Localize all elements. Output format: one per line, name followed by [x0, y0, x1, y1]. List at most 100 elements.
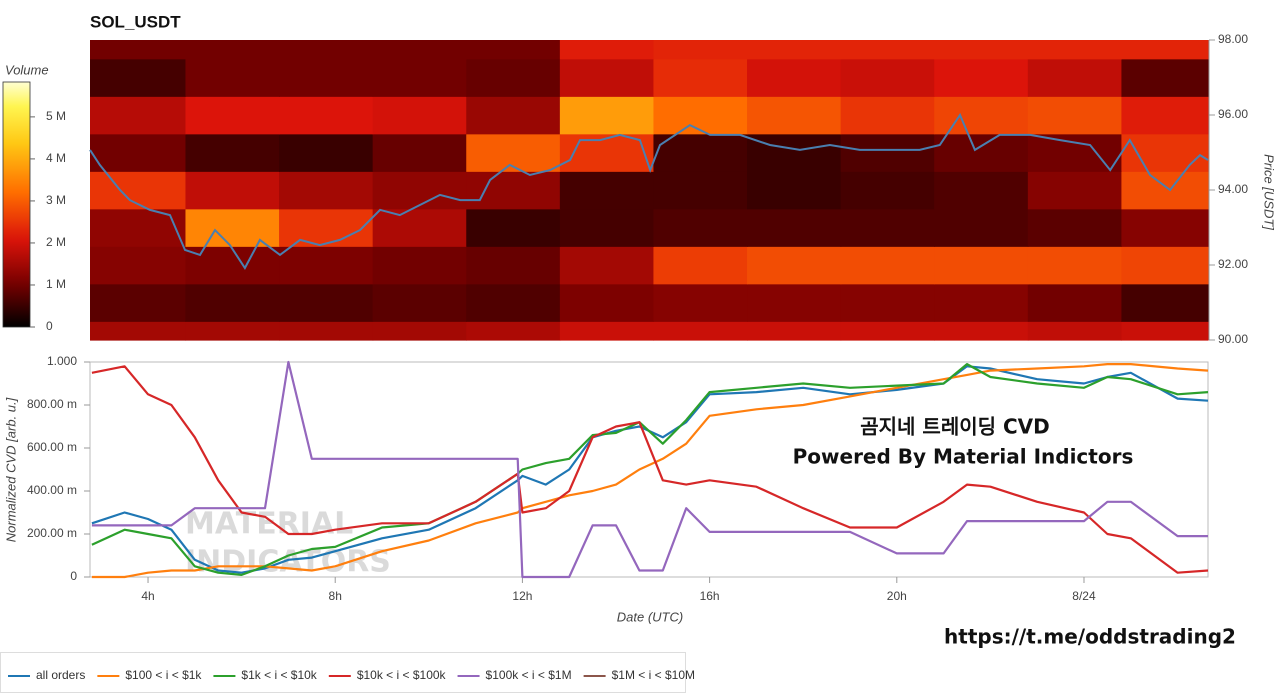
heatmap-cell — [1027, 283, 1123, 322]
y2-tick-label: 94.00 — [1218, 182, 1248, 196]
legend-label: all orders — [36, 668, 85, 682]
colorbar-tick-label: 3 M — [46, 193, 66, 207]
annotation: Powered By Material Indictors — [793, 445, 1134, 469]
heatmap-cell — [653, 96, 748, 135]
heatmap-cell — [372, 283, 467, 322]
heatmap-cell — [653, 58, 748, 97]
heatmap-cell — [466, 208, 561, 247]
heatmap-cell — [90, 40, 187, 60]
x-tick-label: 20h — [887, 589, 907, 603]
colorbar — [2, 81, 31, 328]
colorbar-tick-label: 0 — [46, 319, 53, 333]
heatmap-cell — [185, 96, 280, 135]
heatmap-cell — [372, 208, 467, 247]
heatmap-cell — [934, 58, 1029, 97]
y-tick-label: 0 — [70, 569, 77, 583]
heatmap-cell — [1027, 40, 1123, 60]
heatmap-cell — [559, 283, 655, 322]
heatmap-cell — [90, 321, 187, 341]
heatmap-cell — [185, 208, 280, 247]
colorbar-tick-label: 5 M — [46, 109, 66, 123]
heatmap-cell — [840, 171, 935, 210]
heatmap-cell — [1121, 171, 1209, 210]
heatmap-cell — [1027, 321, 1123, 341]
heatmap-cell — [1121, 208, 1209, 247]
heatmap-cell — [1121, 283, 1209, 322]
x-axis-label: Date (UTC) — [617, 609, 683, 624]
heatmap-cell — [840, 208, 935, 247]
heatmap-cell — [279, 40, 374, 60]
heatmap-cell — [747, 208, 842, 247]
colorbar-tick-label: 1 M — [46, 277, 66, 291]
heatmap-cell — [653, 40, 748, 60]
y-tick-label: 400.00 m — [27, 483, 77, 497]
heatmap-cell — [372, 96, 467, 135]
legend-label: $1M < i < $10M — [612, 668, 695, 682]
cvd-line — [91, 363, 1209, 576]
heatmap-cell — [372, 171, 467, 210]
chart-title: SOL_USDT — [90, 12, 181, 31]
heatmap-cell — [185, 246, 280, 285]
heatmap-cell — [934, 96, 1029, 135]
heatmap-cell — [1121, 246, 1209, 285]
heatmap-cell — [1027, 246, 1123, 285]
heatmap-cell — [90, 58, 187, 97]
cvd-line — [91, 360, 1208, 579]
heatmap-cell — [185, 283, 280, 322]
heatmap-cell — [466, 58, 561, 97]
price-line — [89, 112, 1209, 270]
heatmap-cell — [840, 40, 935, 60]
heatmap-cell — [466, 283, 561, 322]
heatmap-cell — [279, 58, 374, 97]
annotation: 곰지네 트레이딩 CVD — [860, 415, 1049, 439]
heatmap-cell — [747, 133, 842, 172]
heatmap-cell — [747, 40, 842, 60]
heatmap-cell — [934, 133, 1029, 172]
y2-axis-label: Price [USDT] — [1262, 154, 1277, 230]
heatmap-cell — [559, 208, 655, 247]
heatmap-cell — [90, 246, 187, 285]
heatmap-cell — [840, 246, 935, 285]
heatmap-cell — [559, 96, 655, 135]
watermark: MATERIAL — [185, 507, 353, 542]
heatmap-cell — [653, 246, 748, 285]
heatmap-cell — [279, 96, 374, 135]
heatmap-cell — [372, 58, 467, 97]
x-tick-label: 12h — [512, 589, 532, 603]
heatmap-cell — [653, 208, 748, 247]
x-tick-label: 8/24 — [1072, 589, 1096, 603]
y2-tick-label: 98.00 — [1218, 32, 1248, 46]
y-tick-label: 800.00 m — [27, 397, 77, 411]
legend-label: $10k < i < $100k — [357, 668, 447, 682]
heatmap-cell — [934, 171, 1029, 210]
colorbar-label: Volume — [5, 62, 49, 77]
heatmap-cell — [840, 321, 935, 341]
y-tick-label: 200.00 m — [27, 526, 77, 540]
heatmap-cell — [466, 321, 561, 341]
heatmap-cell — [747, 58, 842, 97]
y-axis-label: Normalized CVD [arb. u.] — [3, 397, 18, 542]
y-tick-label: 1.000 — [47, 354, 77, 368]
heatmap-cell — [466, 246, 561, 285]
annotation: https://t.me/oddstrading2 — [944, 625, 1236, 649]
heatmap-cell — [1121, 58, 1209, 97]
cvd-line — [91, 363, 1209, 579]
heatmap-cell — [90, 171, 187, 210]
heatmap-cell — [1121, 321, 1209, 341]
heatmap-cell — [466, 133, 561, 172]
heatmap-cell — [279, 283, 374, 322]
heatmap-cell — [1121, 96, 1209, 135]
heatmap-cell — [1121, 40, 1209, 60]
heatmap-cell — [747, 283, 842, 322]
heatmap-cell — [934, 283, 1029, 322]
heatmap-cell — [279, 321, 374, 341]
heatmap-cell — [747, 96, 842, 135]
heatmap-cell — [559, 40, 655, 60]
heatmap-cell — [840, 58, 935, 97]
colorbar-tick-label: 4 M — [46, 151, 66, 165]
heatmap-cell — [279, 171, 374, 210]
heatmap-cell — [559, 171, 655, 210]
heatmap-cell — [559, 58, 655, 97]
